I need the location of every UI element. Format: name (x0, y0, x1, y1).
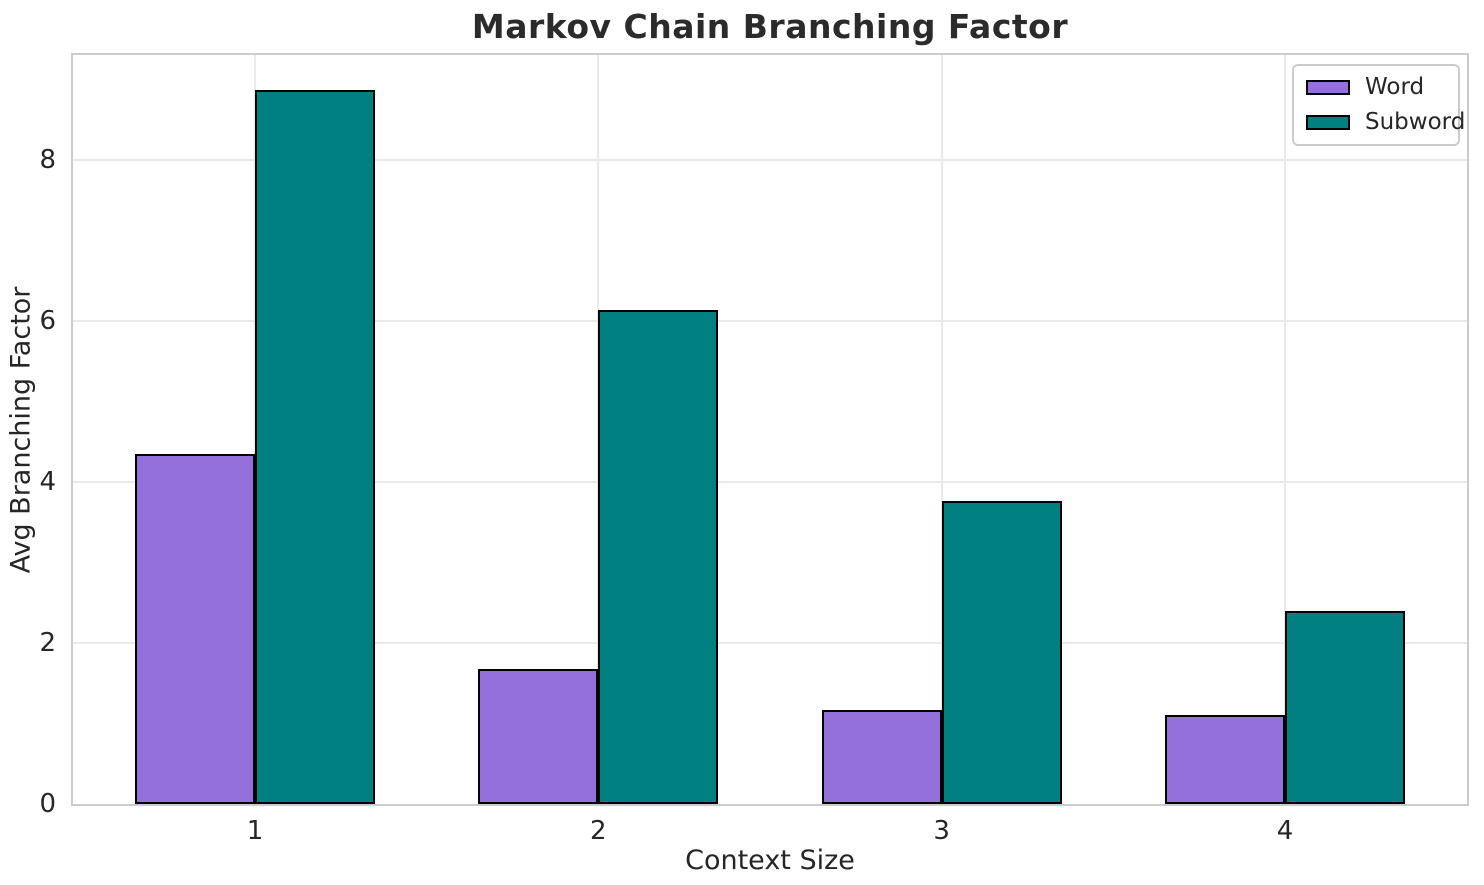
legend-label-subword: Subword (1365, 108, 1466, 135)
gridline-v-3 (940, 55, 943, 804)
x-tick-2: 2 (590, 816, 607, 846)
legend-item-word: Word (1306, 74, 1446, 102)
gridline-h-6 (73, 319, 1467, 322)
legend: Word Subword (1292, 64, 1465, 147)
x-tick-1: 1 (246, 816, 264, 846)
bar-word-1 (134, 453, 255, 804)
x-axis-ticks: 1 2 3 4 (73, 816, 1467, 848)
x-tick-3: 3 (933, 816, 950, 846)
bar-word-2 (478, 668, 599, 804)
chart-title: Markov Chain Branching Factor (471, 7, 1069, 46)
bar-word-3 (821, 709, 942, 804)
gridline-h-2 (73, 641, 1467, 644)
plot-area (71, 53, 1469, 806)
bar-subword-3 (941, 501, 1062, 804)
y-axis-label: Avg Branching Factor (5, 286, 37, 574)
y-tick-4: 4 (39, 466, 56, 497)
legend-swatch-word (1306, 80, 1350, 96)
y-tick-8: 8 (39, 144, 56, 175)
y-tick-2: 2 (39, 627, 56, 658)
gridline-v-4 (1284, 55, 1287, 804)
y-axis-ticks: 0 2 4 6 8 (0, 55, 56, 819)
legend-item-subword: Subword (1306, 109, 1465, 137)
y-tick-0: 0 (39, 789, 56, 819)
bar-word-4 (1164, 715, 1286, 804)
bar-subword-4 (1285, 610, 1406, 804)
bar-subword-2 (598, 310, 719, 804)
legend-swatch-subword (1306, 114, 1350, 130)
gridline-h-8 (73, 158, 1467, 161)
legend-label-word: Word (1365, 74, 1425, 100)
y-tick-6: 6 (39, 305, 56, 336)
x-tick-4: 4 (1276, 816, 1294, 846)
bar-subword-1 (254, 89, 376, 804)
x-axis-label: Context Size (685, 845, 855, 876)
gridline-h-4 (73, 480, 1467, 483)
